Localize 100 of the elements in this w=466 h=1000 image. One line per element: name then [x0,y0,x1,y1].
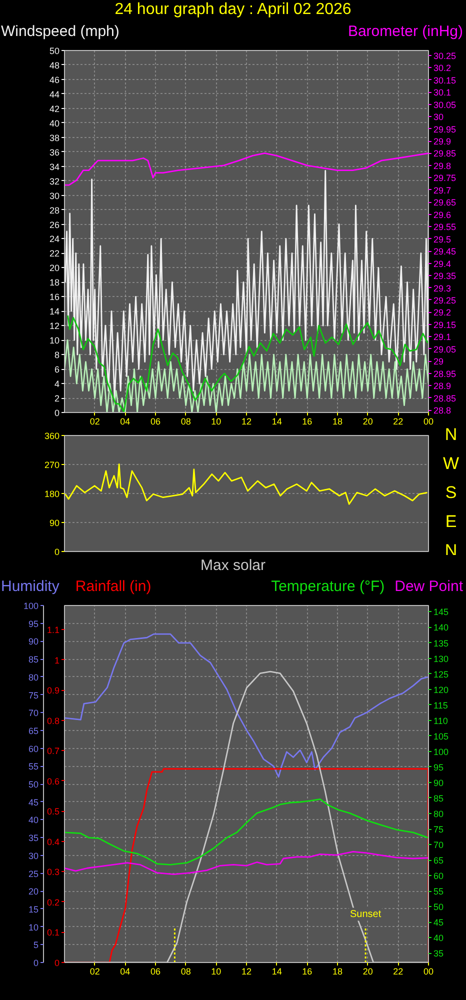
y2-tick-label: 30.05 [434,100,456,110]
x-tick-label: 18 [332,966,343,976]
y-tick-label: 180 [44,489,60,499]
y-tick-label: 22 [49,248,60,259]
y-tick-label: 45 [28,797,39,808]
y2-tick-label: 28.85 [434,393,456,404]
y-tick-label: 90 [28,636,39,647]
x-tick-label: 18 [332,416,343,426]
y2-tick-label: 0.5 [46,806,60,817]
y3-tick-label: 100 [434,746,449,757]
y-tick-label: 5 [33,940,39,950]
y-tick-label: 95 [28,618,39,629]
y2-tick-label: 0.9 [46,686,60,696]
y2-tick-label: 0.7 [46,746,60,756]
y2-tick-label: 30.15 [434,75,456,86]
x-tick-label: 00 [423,966,434,976]
y2-tick-label: 29.7 [434,185,452,196]
y-tick-label: 40 [49,118,60,128]
y-tick-label: 46 [49,74,60,85]
y2-tick-label: 29.4 [434,258,452,269]
x-tick-label: 06 [150,416,161,426]
text: Dew Point [394,576,463,597]
y3-tick-label: 110 [434,716,448,726]
x-tick-label: 16 [302,966,312,976]
y-tick-label: 2 [54,394,60,404]
x-tick-label: 20 [362,966,373,976]
y3-tick-label: 60 [434,871,444,882]
y2-tick-label: 29.2 [434,308,452,318]
y3-tick-label: 105 [434,731,449,742]
y3-tick-label: 55 [434,886,444,897]
y-tick-label: 50 [28,780,39,790]
y-tick-label: 0 [54,547,60,557]
y-tick-label: 65 [28,726,39,736]
y-tick-label: 14 [49,306,60,317]
y-tick-label: 4 [54,379,60,390]
y-tick-label: 35 [28,833,39,844]
y3-tick-label: 85 [434,793,444,804]
y-tick-label: 38 [49,132,60,143]
y2-tick-label: 28.9 [434,381,452,392]
x-tick-label: 08 [180,416,191,426]
y2-tick-label: 29.3 [434,283,452,294]
x-tick-label: 22 [393,966,404,976]
y-tick-label: 18 [49,278,60,288]
x-tick-label: 10 [211,416,222,426]
y3-tick-label: 115 [434,700,448,710]
y-tick-label: 0 [54,408,60,418]
y2-tick-label: 29.5 [434,234,452,244]
x-tick-label: 14 [272,966,282,976]
chart-title: 24 hour graph day : April 02 2026 [114,0,352,20]
x-tick-label: 20 [362,416,373,426]
y-tick-label: 80 [28,672,39,682]
y2-tick-label: 0.3 [46,867,60,878]
y-tick-label: 8 [54,350,60,360]
y-tick-label: 32 [49,176,60,186]
y-tick-label: 34 [49,162,60,172]
x-tick-label: 08 [180,966,191,976]
y3-tick-label: 135 [434,638,449,648]
x-tick-label: 04 [120,966,130,976]
x-tick-label: 12 [241,416,252,426]
y-tick-label: 16 [49,292,60,302]
y-tick-label: 6 [54,364,60,375]
y2-tick-label: 29.45 [434,246,456,257]
text: N [444,425,458,445]
y-tick-label: 10 [49,336,60,346]
y-tick-label: 25 [28,868,39,879]
y2-tick-label: 29 [434,356,444,367]
y2-tick-label: 29.15 [434,320,456,330]
y2-tick-label: 28.95 [434,368,456,379]
y2-tick-label: 28.8 [434,406,452,416]
y-tick-label: 36 [49,147,60,158]
x-tick-label: 02 [90,966,100,976]
y-tick-label: 70 [28,708,39,718]
y-tick-label: 60 [28,744,39,754]
y2-tick-label: 29.05 [434,344,456,354]
y-tick-label: 48 [49,60,60,70]
y2-tick-label: 29.95 [434,124,456,134]
y3-tick-label: 70 [434,840,444,850]
y-tick-label: 0 [33,958,39,968]
x-tick-label: 14 [272,416,282,426]
y-tick-label: 26 [49,220,60,230]
y2-tick-label: 0.6 [46,776,60,786]
y2-tick-label: 0.2 [46,897,60,908]
y-tick-label: 100 [23,601,39,611]
y2-axis-title: Barometer (inHg) [348,22,463,42]
y3-tick-label: 80 [434,808,444,819]
y3-tick-label: 140 [434,622,449,633]
y3-tick-label: 40 [434,933,444,944]
y3-tick-label: 45 [434,918,444,928]
y-tick-label: 20 [49,263,60,274]
x-tick-label: 00 [423,416,434,426]
y-tick-label: 90 [49,518,60,528]
y3-tick-label: 95 [434,762,444,772]
y-tick-label: 55 [28,762,39,772]
y2-tick-label: 30.1 [434,88,452,98]
y3-axis-title: Temperature (°F) [271,576,385,597]
y-tick-label: 20 [28,886,39,897]
y3-tick-label: 35 [434,948,444,959]
y-tick-label: 75 [28,690,39,700]
x-tick-label: 10 [211,966,222,976]
y-axis-title: Humidity [1,576,60,597]
